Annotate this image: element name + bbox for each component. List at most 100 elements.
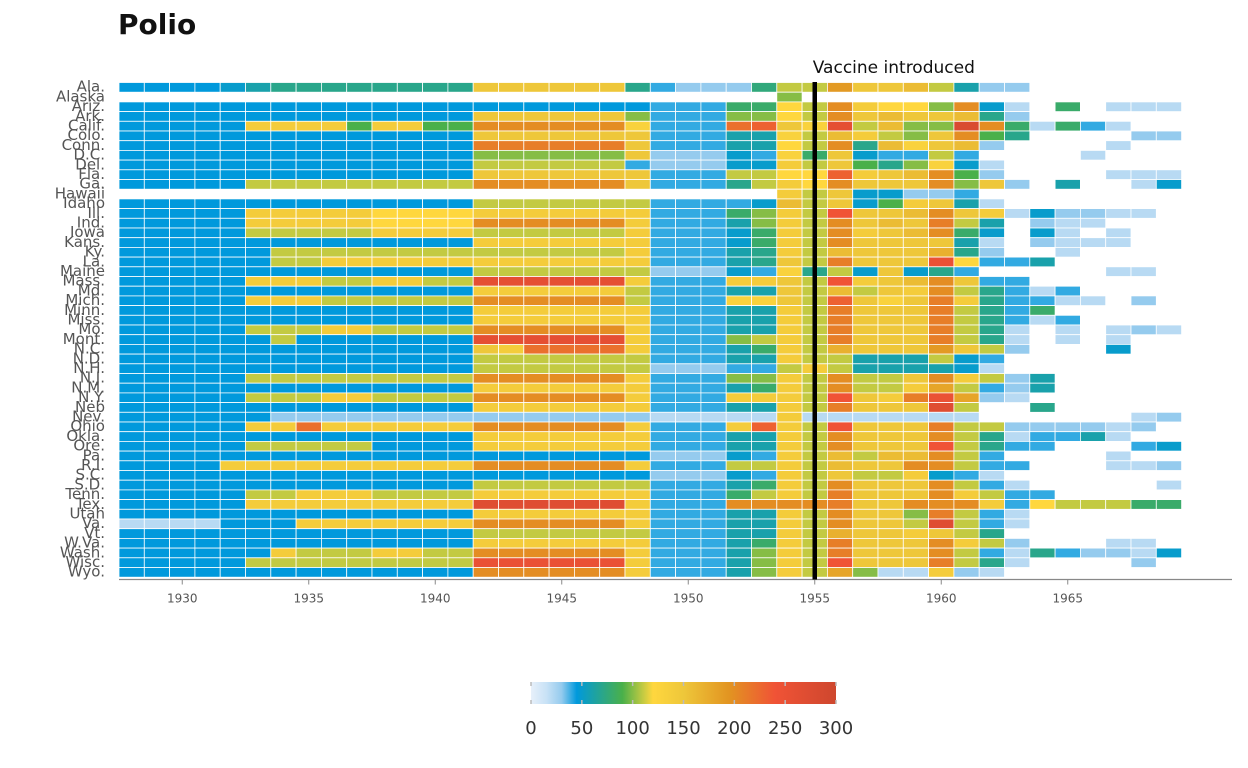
heatmap-cell (498, 256, 525, 268)
heatmap-cell (928, 276, 955, 287)
heatmap-cell (574, 256, 601, 268)
heatmap-cell (523, 111, 550, 122)
heatmap-cell (422, 285, 449, 297)
heatmap-cell (548, 276, 575, 287)
heatmap-cell (852, 392, 879, 403)
heatmap-cell (902, 324, 929, 336)
heatmap-cell (523, 227, 550, 239)
heatmap-cell (675, 285, 702, 297)
heatmap-cell (396, 440, 423, 452)
heatmap-cell (599, 411, 626, 423)
heatmap-cell (548, 402, 575, 413)
heatmap-cell (599, 440, 626, 452)
heatmap-cell (396, 101, 423, 113)
heatmap-cell (447, 159, 474, 171)
heatmap-cell (902, 246, 929, 258)
state-label: R.I. (81, 456, 105, 474)
heatmap-cell (472, 499, 499, 510)
heatmap-cell (675, 363, 702, 374)
heatmap-cell (1004, 499, 1031, 510)
heatmap-cell (700, 295, 727, 306)
heatmap-cell (700, 479, 727, 491)
heatmap-cell (725, 489, 752, 500)
heatmap-cell (1004, 130, 1031, 142)
heatmap-cell (371, 411, 398, 423)
heatmap-cell (574, 82, 601, 93)
heatmap-cell (270, 382, 297, 394)
heatmap-cell (270, 470, 297, 481)
heatmap-cell (219, 120, 246, 132)
heatmap-cell (675, 314, 702, 326)
heatmap-cell (396, 460, 423, 471)
heatmap-cell (599, 431, 626, 442)
heatmap-cell (978, 499, 1005, 510)
heatmap-cell (320, 276, 348, 287)
heatmap-cell (751, 285, 778, 297)
heatmap-cell (118, 82, 145, 93)
heatmap-cell (599, 392, 626, 403)
heatmap-cell (574, 450, 601, 462)
heatmap-cell (827, 256, 854, 268)
heatmap-cell (574, 460, 601, 471)
heatmap-cell (624, 246, 651, 258)
heatmap-cell (371, 266, 398, 277)
heatmap-cell (447, 217, 474, 229)
heatmap-cell (371, 479, 398, 491)
heatmap-cell (827, 198, 854, 209)
heatmap-cell (776, 557, 803, 568)
heatmap-cell (219, 208, 246, 219)
heatmap-cell (827, 295, 854, 306)
heatmap-cell (472, 489, 499, 500)
heatmap-cell (751, 169, 778, 180)
heatmap-cell (649, 421, 676, 433)
heatmap-cell (599, 353, 626, 365)
heatmap-cell (827, 353, 854, 365)
heatmap-cell (118, 547, 145, 559)
heatmap-cell (700, 489, 727, 500)
state-label: Ill. (87, 204, 105, 222)
heatmap-cell (675, 159, 702, 171)
heatmap-cell (928, 518, 955, 530)
heatmap-cell (498, 324, 525, 336)
heatmap-cell (902, 440, 929, 452)
heatmap-cell (295, 460, 322, 471)
heatmap-cell (978, 373, 1005, 384)
heatmap-cell (725, 518, 752, 530)
heatmap-cell (574, 140, 601, 151)
heatmap-cell (1054, 295, 1081, 306)
heatmap-cell (725, 508, 752, 520)
heatmap-cell (472, 101, 499, 113)
heatmap-cell (928, 246, 955, 258)
heatmap-cell (346, 528, 373, 539)
heatmap-cell (346, 479, 373, 491)
heatmap-cell (194, 314, 221, 326)
heatmap-cell (852, 256, 879, 268)
heatmap-cell (928, 314, 955, 326)
heatmap-cell (548, 120, 575, 132)
heatmap-cell (675, 130, 702, 142)
heatmap-cell (472, 314, 499, 326)
heatmap-cell (852, 547, 879, 559)
heatmap-cell (396, 353, 423, 365)
heatmap-cell (953, 421, 980, 433)
heatmap-cell (472, 460, 499, 471)
heatmap-cell (751, 470, 778, 481)
heatmap-cell (751, 295, 778, 306)
heatmap-cell (599, 547, 626, 559)
heatmap-cell (143, 392, 171, 403)
heatmap-cell (295, 431, 322, 442)
heatmap-cell (523, 314, 550, 326)
heatmap-cell (700, 256, 727, 268)
heatmap-cell (649, 411, 676, 423)
heatmap-cell (548, 111, 575, 122)
heatmap-cell (877, 130, 904, 142)
heatmap-cell (649, 402, 676, 413)
heatmap-cell (624, 460, 651, 471)
heatmap-cell (700, 111, 727, 122)
heatmap-cell (194, 567, 221, 578)
heatmap-cell (346, 557, 373, 568)
heatmap-cell (902, 518, 929, 530)
heatmap-cell (649, 489, 676, 500)
heatmap-cell (978, 295, 1005, 306)
heatmap-cell (346, 382, 373, 394)
